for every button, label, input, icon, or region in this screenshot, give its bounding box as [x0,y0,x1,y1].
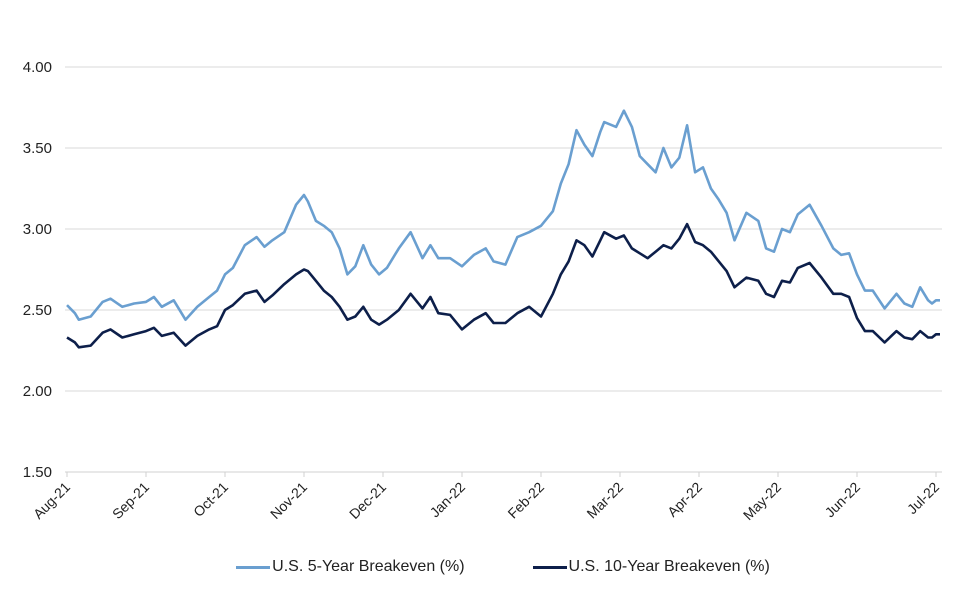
y-tick-label: 3.50 [23,140,52,157]
legend-swatch-10yr [532,565,567,569]
x-tick-label: Jun-22 [822,479,864,521]
x-tick-label: Jan-22 [427,479,469,521]
x-tick-label: Oct-21 [190,479,231,520]
x-tick-label: Jul-22 [904,479,942,517]
legend-label-5yr: U.S. 5-Year Breakeven (%) [272,558,465,575]
legend-swatch-5yr [236,565,271,569]
series-layer [66,109,940,349]
y-tick-label: 2.00 [23,383,52,400]
x-tick-label: Mar-22 [583,479,626,522]
legend-label-10yr: U.S. 10-Year Breakeven (%) [568,558,770,575]
x-axis: Aug-21 Sep-21 Oct-21 Nov-21 Dec-21 Jan-22 Feb-… [30,472,942,523]
x-tick-label: Sep-21 [109,479,152,522]
x-tick-label: Aug-21 [30,479,73,522]
x-tick-label: Nov-21 [267,479,310,522]
legend-item-10yr: U.S. 10-Year Breakeven (%) [507,558,770,576]
y-axis: 1.50 2.00 2.50 3.00 3.50 4.00 [23,59,52,481]
legend-item-5yr: U.S. 5-Year Breakeven (%) [210,558,465,576]
x-tick-label: Apr-22 [664,479,705,520]
x-tick-label: Dec-21 [346,479,389,522]
legend: U.S. 5-Year Breakeven (%) U.S. 10-Year B… [0,558,980,576]
gridlines [65,66,942,473]
series-line-10yr-breakeven [66,222,940,349]
y-tick-label: 2.50 [23,302,52,319]
y-tick-label: 3.00 [23,221,52,238]
series-line-5yr-breakeven [66,109,940,322]
y-tick-label: 1.50 [23,464,52,481]
y-tick-label: 4.00 [23,59,52,76]
x-tick-label: May-22 [740,479,784,523]
x-tick-label: Feb-22 [504,479,547,522]
